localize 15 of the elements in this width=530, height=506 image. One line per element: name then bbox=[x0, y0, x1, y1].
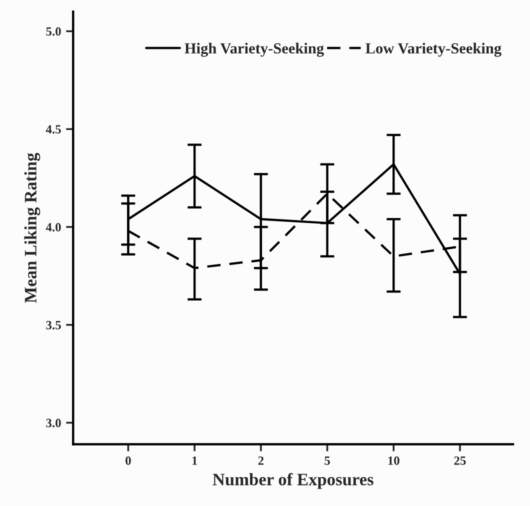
legend-label: High Variety-Seeking bbox=[184, 42, 324, 57]
x-tick-label: 0 bbox=[126, 456, 131, 465]
y-tick-label: 3.5 bbox=[46, 320, 61, 330]
x-axis-title: Number of Exposures bbox=[212, 472, 374, 489]
x-tick-label: 10 bbox=[388, 456, 400, 465]
y-tick-label: 3.0 bbox=[46, 418, 61, 428]
x-tick-label: 25 bbox=[454, 456, 466, 465]
y-axis-title: Mean Liking Rating bbox=[24, 152, 40, 303]
y-tick-label: 4.5 bbox=[46, 125, 61, 134]
x-tick-label: 1 bbox=[192, 456, 198, 465]
y-tick-label: 4.0 bbox=[46, 223, 61, 232]
y-tick-label: 5.0 bbox=[46, 27, 61, 36]
x-tick-label: 5 bbox=[324, 456, 330, 465]
legend-label: Low Variety-Seeking bbox=[366, 42, 502, 57]
x-tick-label: 2 bbox=[258, 456, 264, 465]
